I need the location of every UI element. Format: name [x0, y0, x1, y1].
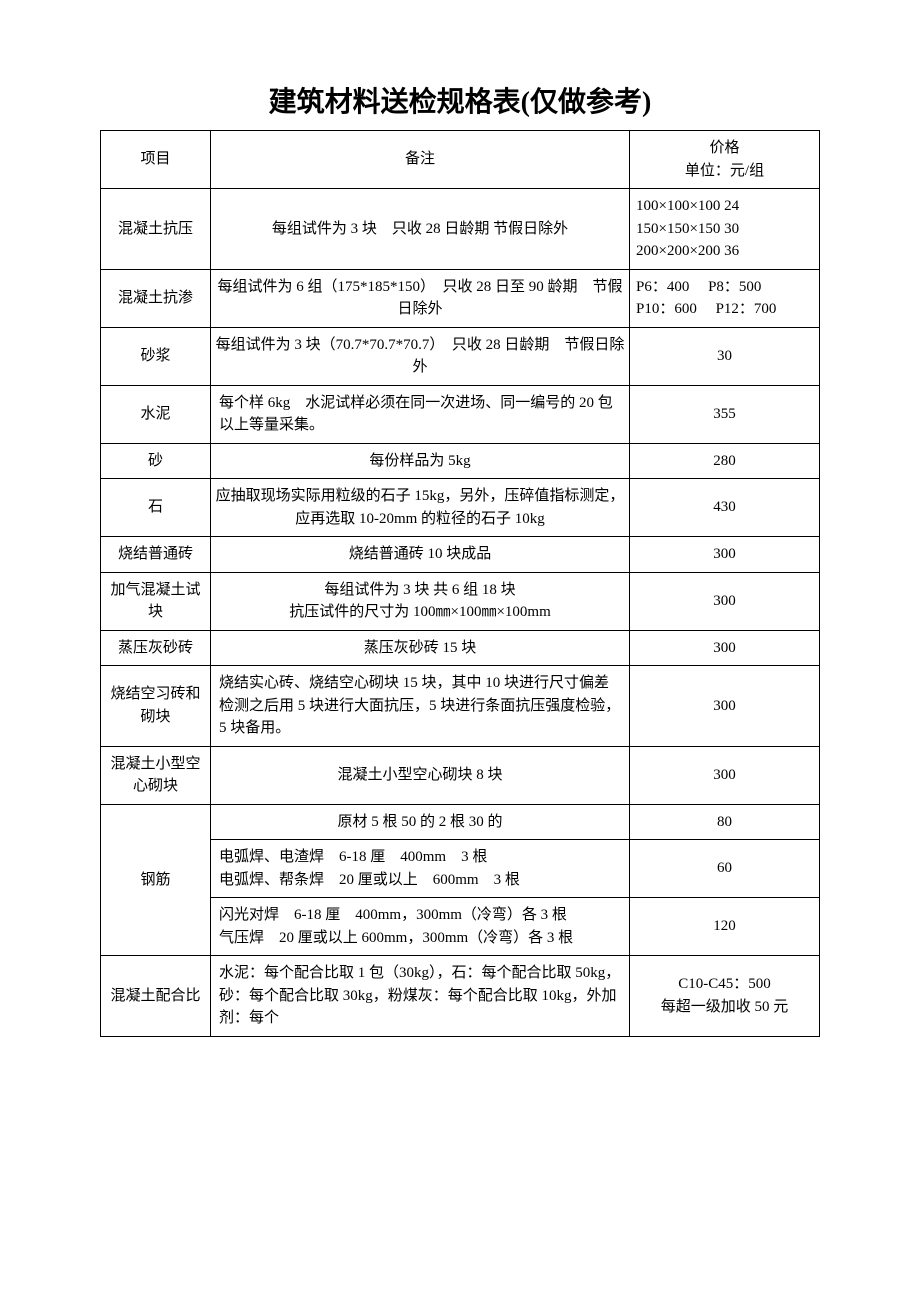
cell-item: 混凝土抗渗 [101, 269, 211, 327]
table-row: 蒸压灰砂砖 蒸压灰砂砖 15 块 300 [101, 630, 820, 666]
header-price-line2: 单位：元/组 [685, 163, 764, 179]
table-row: 水泥 每个样 6kg 水泥试样必须在同一次进场、同一编号的 20 包以上等量采集… [101, 385, 820, 443]
cell-note: 闪光对焊 6-18 厘 400mm，300mm（冷弯）各 3 根 气压焊 20 … [211, 898, 630, 956]
cell-item: 砂浆 [101, 327, 211, 385]
cell-price: 300 [630, 746, 820, 804]
cell-price: 280 [630, 443, 820, 479]
table-row: 钢筋 原材 5 根 50 的 2 根 30 的 80 [101, 804, 820, 840]
cell-note: 应抽取现场实际用粒级的石子 15kg，另外，压碎值指标测定，应再选取 10-20… [211, 479, 630, 537]
cell-note: 蒸压灰砂砖 15 块 [211, 630, 630, 666]
cell-item: 混凝土配合比 [101, 956, 211, 1037]
cell-note: 每个样 6kg 水泥试样必须在同一次进场、同一编号的 20 包以上等量采集。 [211, 385, 630, 443]
cell-note: 水泥：每个配合比取 1 包（30kg），石：每个配合比取 50kg，砂：每个配合… [211, 956, 630, 1037]
cell-note-line1: 每组试件为 3 块 共 6 组 18 块 [324, 582, 515, 598]
cell-price: 355 [630, 385, 820, 443]
cell-price: 30 [630, 327, 820, 385]
cell-price: 120 [630, 898, 820, 956]
cell-note: 每份样品为 5kg [211, 443, 630, 479]
table-row: 砂浆 每组试件为 3 块（70.7*70.7*70.7） 只收 28 日龄期 节… [101, 327, 820, 385]
cell-price: 300 [630, 666, 820, 747]
cell-price: 430 [630, 479, 820, 537]
cell-price: C10-C45：500 每超一级加收 50 元 [630, 956, 820, 1037]
cell-note: 每组试件为 6 组（175*185*150） 只收 28 日至 90 龄期 节假… [211, 269, 630, 327]
cell-item: 水泥 [101, 385, 211, 443]
table-row: 混凝土抗渗 每组试件为 6 组（175*185*150） 只收 28 日至 90… [101, 269, 820, 327]
cell-note-line2: 抗压试件的尺寸为 100㎜×100㎜×100mm [289, 604, 551, 620]
cell-note: 混凝土小型空心砌块 8 块 [211, 746, 630, 804]
cell-note: 烧结普通砖 10 块成品 [211, 537, 630, 573]
table-row: 砂 每份样品为 5kg 280 [101, 443, 820, 479]
cell-item: 石 [101, 479, 211, 537]
cell-item: 蒸压灰砂砖 [101, 630, 211, 666]
table-row: 加气混凝土试块 每组试件为 3 块 共 6 组 18 块 抗压试件的尺寸为 10… [101, 572, 820, 630]
cell-item: 钢筋 [101, 804, 211, 956]
cell-item: 加气混凝土试块 [101, 572, 211, 630]
cell-price: 80 [630, 804, 820, 840]
table-header-row: 项目 备注 价格 单位：元/组 [101, 131, 820, 189]
cell-item: 烧结普通砖 [101, 537, 211, 573]
cell-note: 烧结实心砖、烧结空心砌块 15 块，其中 10 块进行尺寸偏差检测之后用 5 块… [211, 666, 630, 747]
table-row: 烧结普通砖 烧结普通砖 10 块成品 300 [101, 537, 820, 573]
table-row: 烧结空习砖和砌块 烧结实心砖、烧结空心砌块 15 块，其中 10 块进行尺寸偏差… [101, 666, 820, 747]
cell-price: 60 [630, 840, 820, 898]
table-row: 石 应抽取现场实际用粒级的石子 15kg，另外，压碎值指标测定，应再选取 10-… [101, 479, 820, 537]
cell-price: 300 [630, 537, 820, 573]
cell-note: 每组试件为 3 块 共 6 组 18 块 抗压试件的尺寸为 100㎜×100㎜×… [211, 572, 630, 630]
table-row: 混凝土小型空心砌块 混凝土小型空心砌块 8 块 300 [101, 746, 820, 804]
cell-item: 混凝土小型空心砌块 [101, 746, 211, 804]
header-price: 价格 单位：元/组 [630, 131, 820, 189]
header-price-line1: 价格 [709, 140, 739, 156]
cell-item: 砂 [101, 443, 211, 479]
page-title: 建筑材料送检规格表(仅做参考) [100, 80, 820, 120]
table-row: 混凝土抗压 每组试件为 3 块 只收 28 日龄期 节假日除外 100×100×… [101, 189, 820, 270]
header-item: 项目 [101, 131, 211, 189]
header-note: 备注 [211, 131, 630, 189]
table-row: 混凝土配合比 水泥：每个配合比取 1 包（30kg），石：每个配合比取 50kg… [101, 956, 820, 1037]
cell-price: 100×100×100 24 150×150×150 30 200×200×20… [630, 189, 820, 270]
cell-price: P6：400 P8：500 P10：600 P12：700 [630, 269, 820, 327]
cell-note: 电弧焊、电渣焊 6-18 厘 400mm 3 根 电弧焊、帮条焊 20 厘或以上… [211, 840, 630, 898]
cell-price: 300 [630, 572, 820, 630]
spec-table: 项目 备注 价格 单位：元/组 混凝土抗压 每组试件为 3 块 只收 28 日龄… [100, 130, 820, 1037]
cell-note: 原材 5 根 50 的 2 根 30 的 [211, 804, 630, 840]
cell-note: 每组试件为 3 块 只收 28 日龄期 节假日除外 [211, 189, 630, 270]
cell-item: 混凝土抗压 [101, 189, 211, 270]
cell-note: 每组试件为 3 块（70.7*70.7*70.7） 只收 28 日龄期 节假日除… [211, 327, 630, 385]
cell-item: 烧结空习砖和砌块 [101, 666, 211, 747]
cell-price: 300 [630, 630, 820, 666]
